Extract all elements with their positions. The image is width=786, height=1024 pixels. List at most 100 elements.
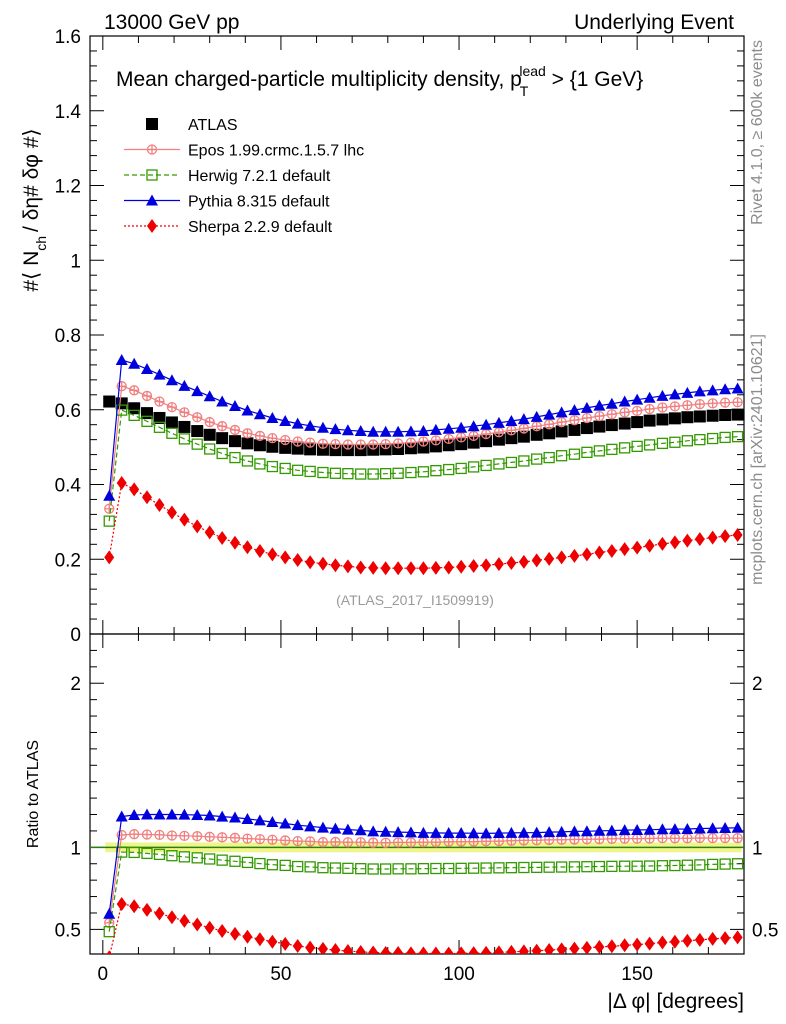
ratio-data-point (442, 827, 455, 839)
ratio-data-point (643, 823, 656, 835)
ratio-data-point (707, 931, 718, 946)
main-data-point (330, 438, 341, 450)
ratio-data-point (355, 863, 367, 875)
main-data-point (543, 427, 556, 440)
main-data-point (706, 409, 719, 422)
ratio-frame (89, 633, 745, 955)
ratio-data-point (241, 812, 254, 824)
main-data-point (656, 389, 669, 401)
ratio-data-point (355, 945, 366, 954)
legend-marker (146, 169, 158, 181)
ratio-data-point (517, 826, 530, 838)
main-data-point (192, 519, 203, 534)
main-data-point (480, 418, 493, 430)
main-data-point (555, 425, 568, 438)
main-data-point (681, 411, 694, 424)
main-data-point (594, 545, 605, 560)
main-data-point (279, 462, 291, 475)
main-data-point (253, 408, 266, 420)
ratio-data-point (229, 832, 241, 843)
main-data-point (166, 505, 177, 520)
main-y-axis-label: #⟨ Nch / δη# δφ #⟩ (20, 128, 49, 291)
legend-entry: Epos 1.99.crmc.1.5.7 lhc (124, 143, 364, 160)
ratio-data-point (241, 856, 254, 869)
ratio-data-point (481, 945, 492, 954)
main-data-point (493, 557, 504, 572)
main-data-point (719, 397, 731, 408)
ratio-data-point (203, 809, 216, 821)
ratio-series-line (108, 851, 738, 932)
main-data-point (631, 440, 643, 453)
main-data-point (581, 547, 592, 562)
ratio-data-point (304, 820, 317, 832)
main-data-point (380, 438, 391, 450)
main-data-point (266, 460, 279, 473)
ratio-data-point (443, 946, 454, 954)
legend-label: Sherpa 2.2.9 default (188, 219, 333, 236)
main-data-point (481, 558, 492, 573)
main-data-point (241, 455, 254, 467)
main-data-point (505, 414, 518, 426)
ratio-data-point (632, 937, 643, 952)
ratio-data-point (455, 862, 467, 874)
main-data-point (405, 561, 416, 576)
main-data-point (217, 530, 228, 545)
ratio-series (103, 808, 744, 954)
main-data-point (279, 441, 292, 454)
legend-marker (146, 194, 158, 206)
ratio-data-point (593, 824, 606, 836)
main-data-point (241, 404, 254, 416)
ratio-data-point (405, 863, 417, 875)
ratio-data-point (192, 831, 203, 842)
main-data-point (643, 391, 656, 403)
ratio-y-tick-label: 0.5 (55, 920, 81, 941)
mcplots-label: mcplots.cern.ch [arXiv:2401.10621] (749, 334, 766, 585)
main-data-point (266, 440, 279, 453)
main-data-point (178, 379, 191, 391)
ratio-data-point (568, 825, 581, 837)
chart-title-main: Mean charged-particle multiplicity densi… (116, 68, 522, 91)
ratio-data-point (280, 936, 291, 951)
main-data-point (682, 533, 693, 548)
main-data-point (304, 465, 316, 478)
main-data-point (694, 532, 705, 547)
main-y-tick-label: 0 (70, 625, 81, 646)
main-data-point (456, 432, 467, 443)
ratio-data-point (305, 940, 316, 954)
main-data-point (342, 439, 354, 450)
ratio-data-point (455, 827, 468, 839)
ratio-data-point (342, 944, 353, 954)
main-data-point (631, 416, 644, 429)
ratio-data-point (304, 861, 316, 873)
ratio-data-point (480, 827, 493, 839)
main-data-point (732, 527, 743, 542)
ratio-data-point (267, 834, 278, 845)
main-y-tick-label: 0.8 (55, 326, 81, 347)
main-data-point (467, 461, 480, 473)
main-data-point (505, 432, 518, 445)
ratio-data-point (405, 946, 416, 954)
main-data-point (492, 416, 505, 428)
ratio-data-point (229, 926, 240, 941)
main-data-point (367, 443, 380, 456)
ratio-data-point (128, 809, 141, 821)
main-data-point (682, 400, 693, 411)
main-data-point (707, 530, 718, 545)
main-data-point (493, 458, 505, 470)
ratio-data-point (253, 814, 266, 826)
legend-label: ATLAS (188, 117, 238, 134)
main-data-point (517, 430, 530, 443)
main-data-point (368, 560, 379, 575)
main-data-point (443, 433, 454, 445)
main-series-0 (103, 395, 744, 457)
main-data-point (242, 428, 253, 439)
main-data-point (569, 415, 580, 426)
ratio-data-point (204, 853, 216, 865)
main-data-point (543, 408, 556, 420)
ratio-data-point (342, 837, 354, 848)
ratio-data-point (555, 861, 568, 873)
ratio-data-point (644, 833, 655, 844)
main-data-point (128, 409, 140, 422)
ratio-data-point (116, 829, 127, 841)
ratio-data-point (341, 823, 354, 835)
